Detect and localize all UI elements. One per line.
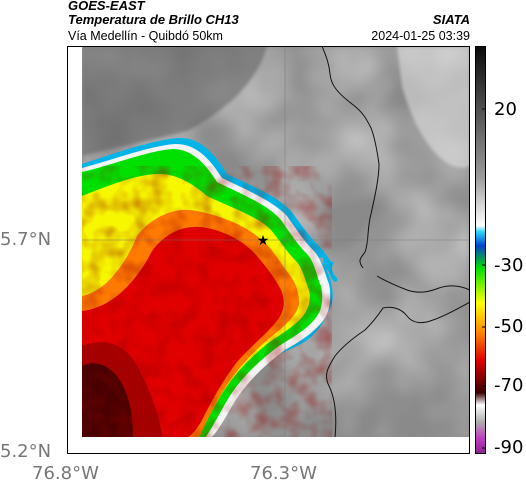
map-frame bbox=[67, 46, 470, 454]
location-marker-star-icon: ★ bbox=[257, 233, 270, 249]
border-line-north bbox=[321, 46, 380, 269]
colorbar-fill bbox=[475, 46, 486, 454]
x-tick-label-west: 76.8°W bbox=[32, 463, 99, 484]
colorbar-label-20: 20 bbox=[494, 99, 517, 120]
organization-label: SIATA bbox=[432, 12, 470, 27]
warm-region-west bbox=[82, 46, 267, 156]
border-line-south bbox=[326, 301, 470, 437]
border-line-east bbox=[376, 275, 470, 293]
colorbar-label-m50: -50 bbox=[494, 316, 524, 337]
colorbar-label-m30: -30 bbox=[494, 255, 524, 276]
region-subtitle: Vía Medellín - Quibdó 50km bbox=[68, 29, 223, 43]
colorbar-frame bbox=[475, 46, 486, 454]
y-tick-label-upper: 5.7°N bbox=[0, 229, 52, 250]
colorbar-label-m90: -90 bbox=[494, 437, 524, 458]
timestamp: 2024-01-25 03:39 bbox=[371, 29, 470, 43]
cool-region-north bbox=[397, 46, 470, 168]
satellite-name: GOES-EAST bbox=[68, 0, 145, 13]
y-tick-label-lower: 5.2°N bbox=[0, 441, 52, 462]
product-title: Temperatura de Brillo CH13 bbox=[68, 12, 239, 27]
satellite-map: ★ bbox=[67, 46, 470, 454]
colorbar-label-m70: -70 bbox=[494, 375, 524, 396]
x-tick-label-center: 76.3°W bbox=[250, 463, 317, 484]
temperature-colorbar bbox=[475, 46, 486, 454]
cloud-texture bbox=[82, 166, 332, 437]
